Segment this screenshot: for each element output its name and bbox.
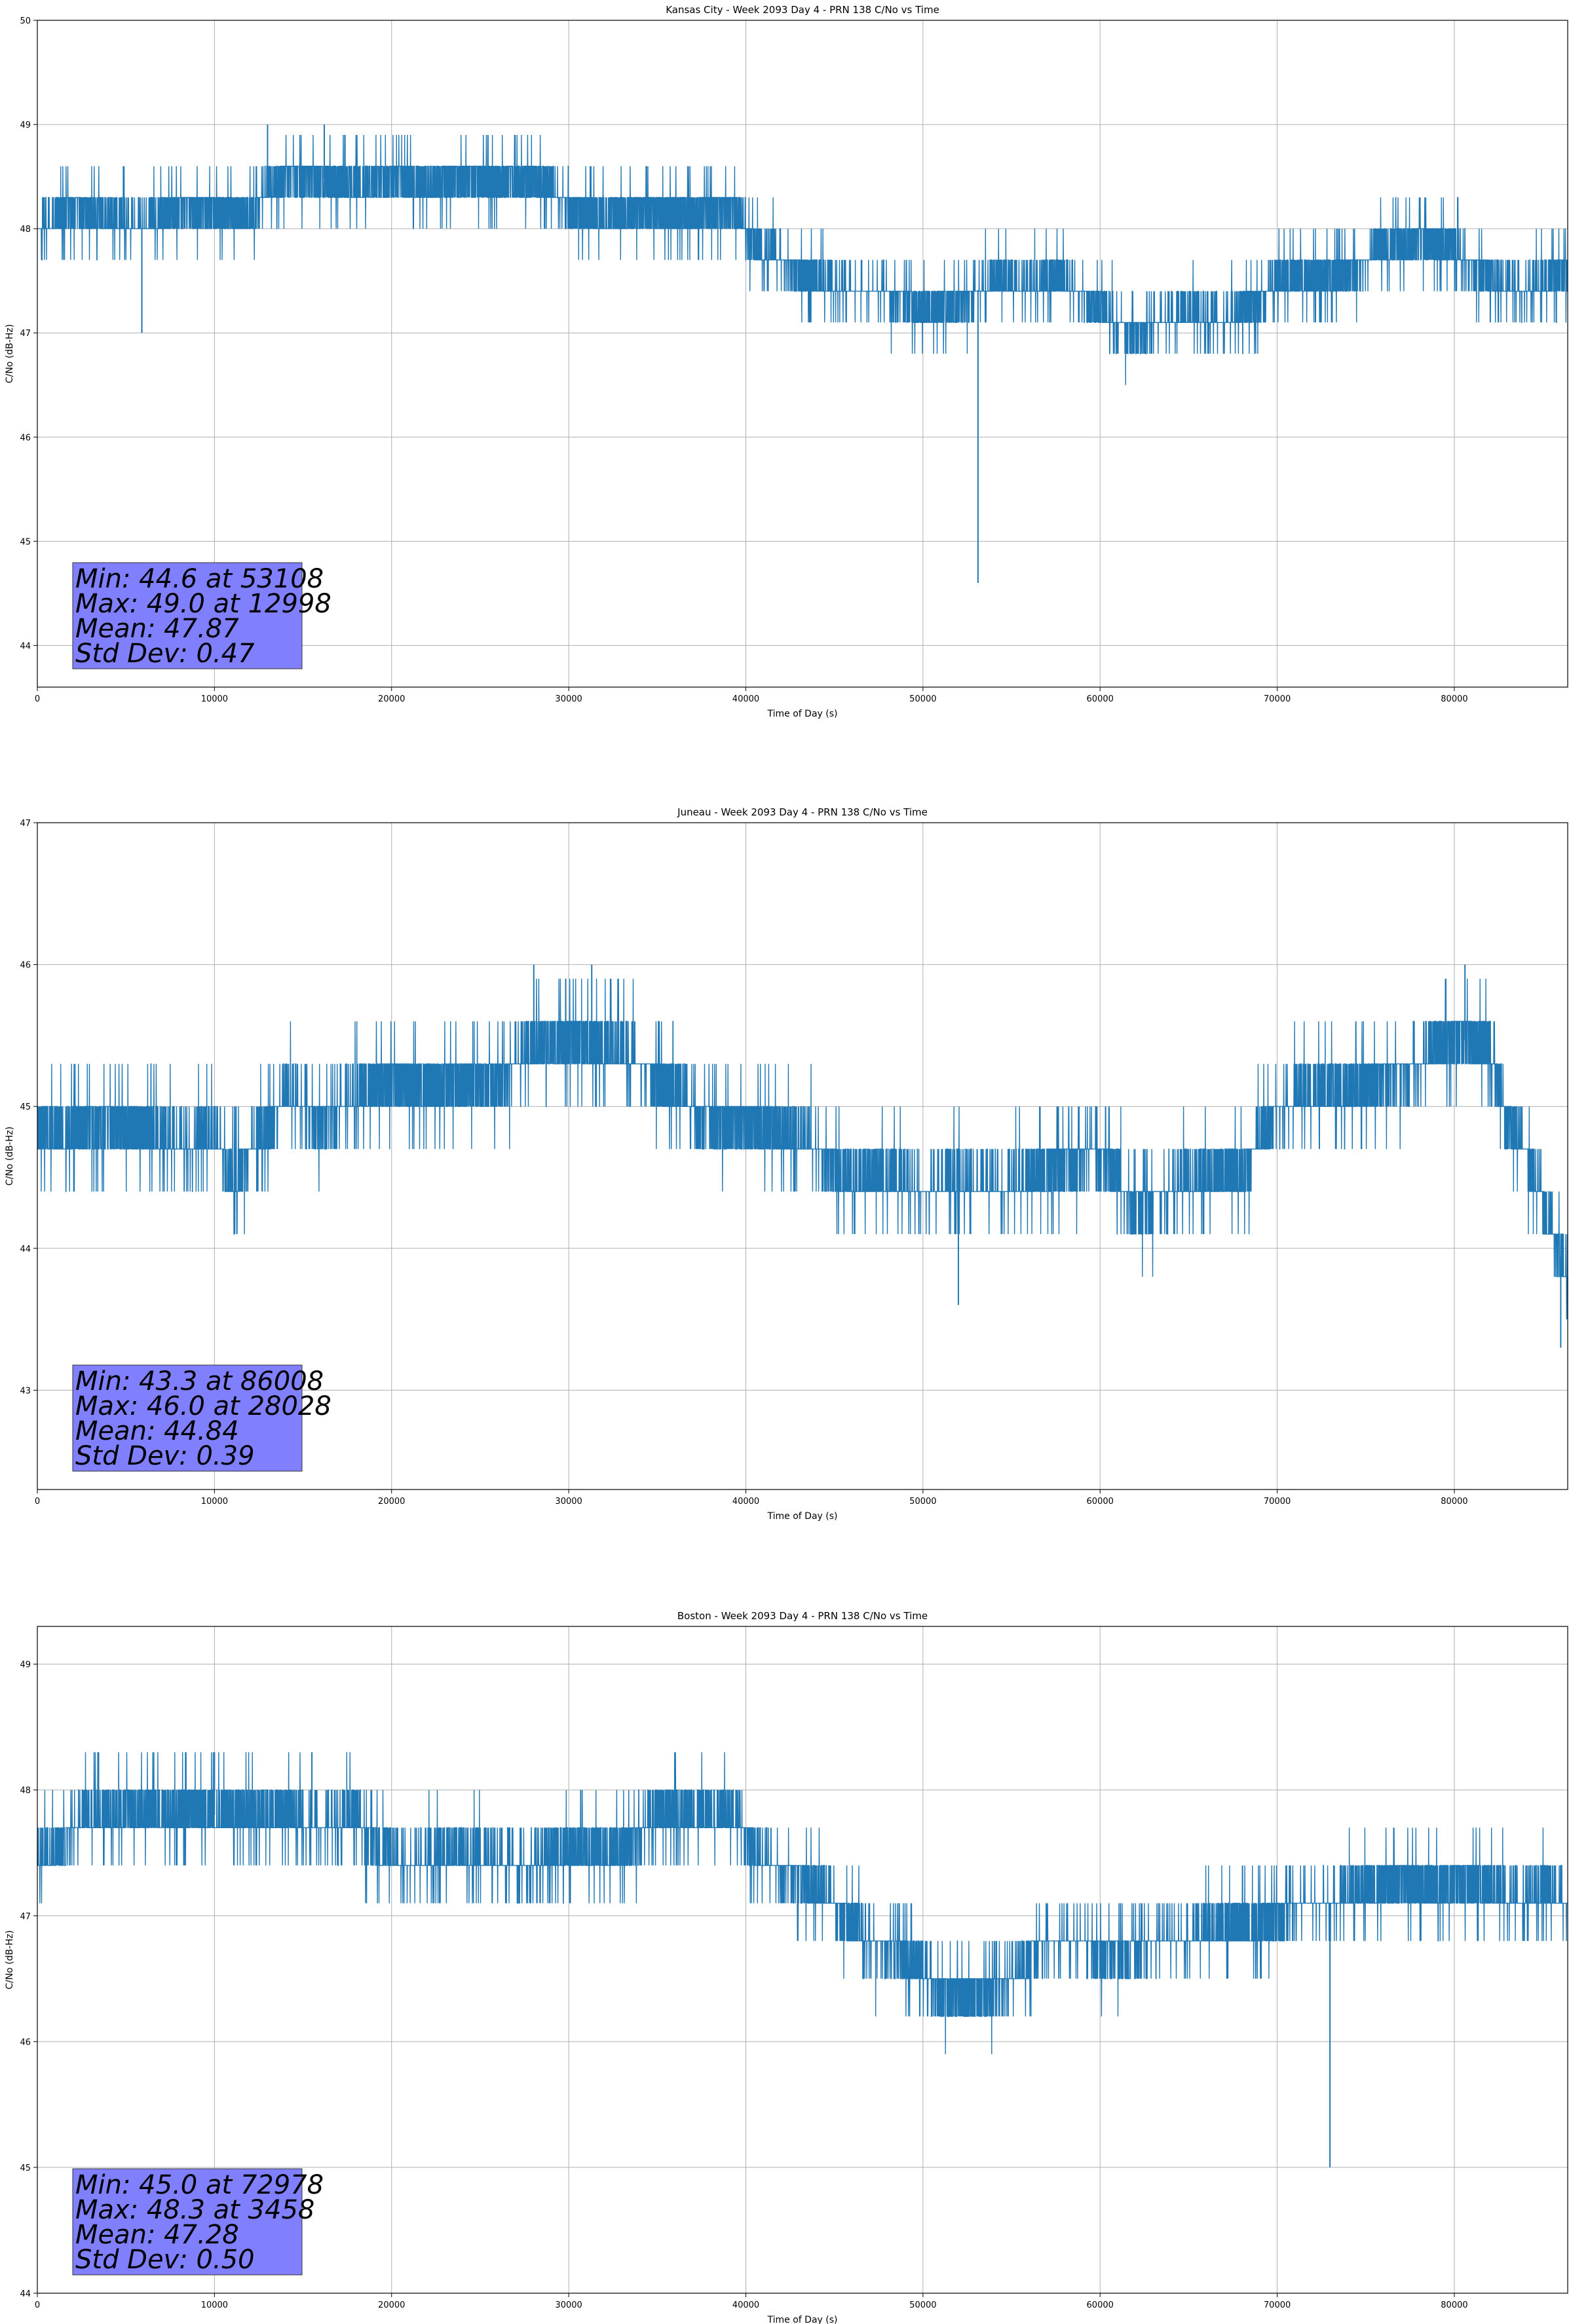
x-tick-label: 10000	[201, 1497, 228, 1507]
x-axis-label: Time of Day (s)	[767, 709, 838, 719]
y-axis-label: C/No (dB-Hz)	[5, 1127, 15, 1186]
y-tick-label: 45	[20, 2164, 31, 2173]
x-tick-label: 20000	[378, 1497, 405, 1507]
stats-line: Min: 44.6 at 53108	[75, 564, 324, 594]
stats-line: Std Dev: 0.47	[75, 639, 255, 669]
stats-box	[72, 562, 303, 669]
y-axis-label: C/No (dB-Hz)	[5, 324, 15, 383]
x-tick-label: 60000	[1087, 694, 1114, 704]
chart-panel-2: 0 10000 20000 30000 40000 50000 60000 70000 8000…	[5, 806, 1568, 1522]
x-tick-label: 50000	[909, 694, 936, 704]
x-tick-label: 70000	[1264, 1497, 1291, 1507]
x-tick-label: 80000	[1441, 694, 1467, 704]
stats-box	[72, 2168, 303, 2276]
x-tick-label: 50000	[909, 2300, 936, 2310]
chart-panel-1: 0 10000 20000 30000 40000 50000 60000 70000 8000…	[5, 4, 1568, 719]
stats-line: Min: 45.0 at 72978	[75, 2170, 324, 2200]
stats-line: Std Dev: 0.50	[75, 2245, 255, 2275]
y-tick-label: 44	[20, 1245, 31, 1254]
stats-line: Mean: 44.84	[75, 1416, 239, 1446]
stats-line: Max: 46.0 at 28028	[75, 1391, 331, 1421]
x-tick-label: 70000	[1264, 2300, 1291, 2310]
stats-line: Mean: 47.87	[75, 614, 239, 644]
plot-frame	[37, 822, 1568, 1490]
y-tick-label: 45	[20, 1102, 31, 1112]
cno-series-line	[37, 979, 1568, 1320]
stats-box	[72, 1364, 303, 1472]
x-tick-label: 80000	[1441, 2300, 1467, 2310]
chart-title: Boston - Week 2093 Day 4 - PRN 138 C/No …	[677, 1610, 928, 1622]
cno-series-line	[37, 1752, 1568, 2055]
x-tick-label: 0	[35, 2300, 40, 2310]
x-tick-label: 40000	[732, 1497, 759, 1507]
chart-title: Kansas City - Week 2093 Day 4 - PRN 138 …	[666, 4, 939, 16]
y-tick-label: 49	[20, 1660, 31, 1670]
y-tick-label: 47	[20, 819, 31, 829]
x-tick-label: 40000	[732, 694, 759, 704]
y-tick-label: 44	[20, 2289, 31, 2299]
y-tick-label: 49	[20, 121, 31, 130]
x-tick-label: 70000	[1264, 694, 1291, 704]
y-tick-label: 46	[20, 961, 31, 971]
x-tick-label: 10000	[201, 694, 228, 704]
stats-line: Max: 48.3 at 3458	[75, 2195, 314, 2225]
x-tick-label: 10000	[201, 2300, 228, 2310]
x-tick-label: 60000	[1087, 1497, 1114, 1507]
x-axis-label: Time of Day (s)	[767, 2315, 838, 2324]
stats-line: Min: 43.3 at 86008	[75, 1366, 324, 1396]
y-tick-label: 47	[20, 329, 31, 339]
y-tick-label: 47	[20, 1912, 31, 1922]
y-tick-label: 44	[20, 641, 31, 651]
y-tick-label: 43	[20, 1386, 31, 1396]
plot-frame	[37, 20, 1568, 688]
x-tick-label: 20000	[378, 2300, 405, 2310]
y-axis-label: C/No (dB-Hz)	[5, 1930, 15, 1989]
x-tick-label: 30000	[555, 1497, 582, 1507]
stats-line: Max: 49.0 at 12998	[75, 589, 331, 619]
x-axis-label: Time of Day (s)	[767, 1511, 838, 1522]
y-tick-label: 46	[20, 433, 31, 443]
x-tick-label: 80000	[1441, 1497, 1467, 1507]
y-tick-label: 45	[20, 537, 31, 547]
x-tick-label: 40000	[732, 2300, 759, 2310]
chart-panel-3: 0 10000 20000 30000 40000 50000 60000 70000 8000…	[5, 1610, 1568, 2324]
y-tick-label: 46	[20, 2038, 31, 2048]
x-tick-label: 30000	[555, 2300, 582, 2310]
x-tick-label: 20000	[378, 694, 405, 704]
x-tick-label: 60000	[1087, 2300, 1114, 2310]
plot-frame	[37, 1626, 1568, 2294]
stats-line: Std Dev: 0.39	[75, 1441, 255, 1471]
y-tick-label: 48	[20, 225, 31, 234]
y-tick-label: 50	[20, 16, 31, 26]
stats-line: Mean: 47.28	[75, 2220, 239, 2250]
x-tick-label: 50000	[909, 1497, 936, 1507]
y-tick-label: 48	[20, 1786, 31, 1796]
x-tick-label: 0	[35, 1497, 40, 1507]
x-tick-label: 30000	[555, 694, 582, 704]
cno-series-line	[37, 134, 1568, 385]
x-tick-label: 0	[35, 694, 40, 704]
chart-title: Juneau - Week 2093 Day 4 - PRN 138 C/No …	[677, 806, 928, 818]
